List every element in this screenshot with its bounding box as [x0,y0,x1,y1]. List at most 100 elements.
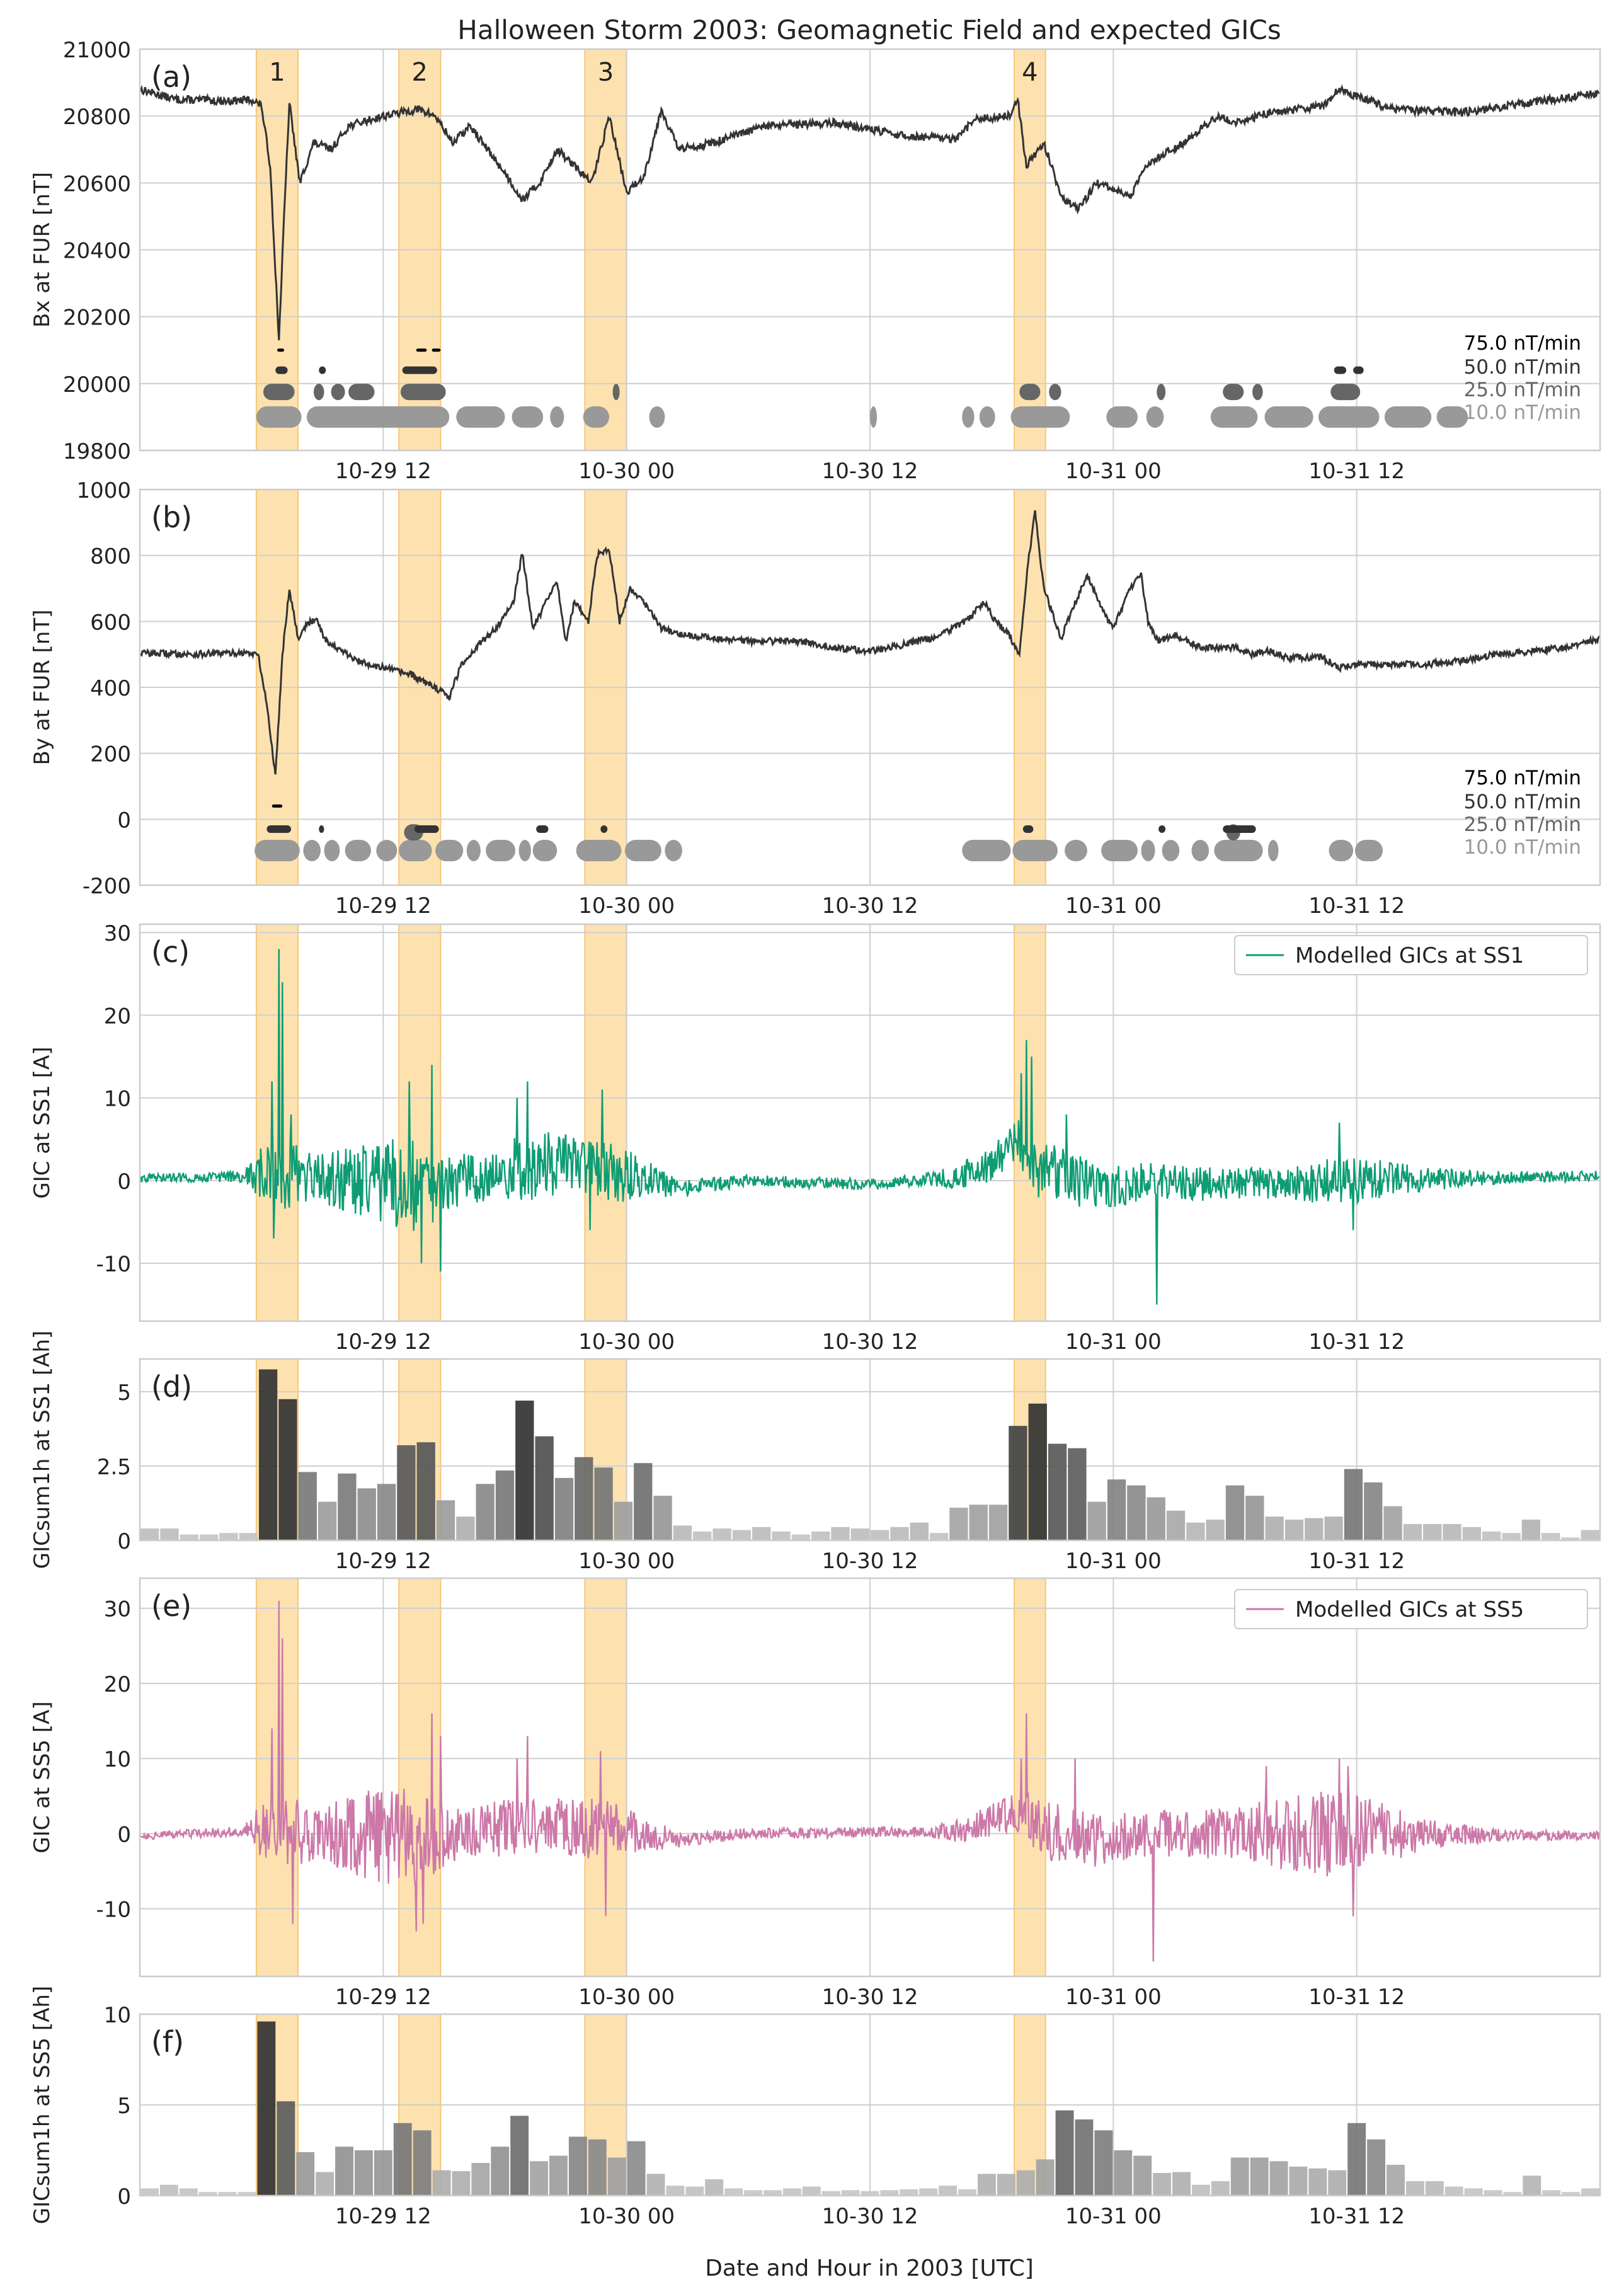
rate-marker-10 [512,406,544,428]
rate-marker-50 [402,366,437,374]
x-tick-label: 10-30 12 [822,1549,918,1574]
rate-marker-10 [486,840,516,862]
bar [782,2188,801,2196]
x-tick-label: 10-29 12 [335,459,432,484]
bar [900,2189,918,2196]
bar [338,1473,357,1540]
bar [159,2184,178,2196]
bar [432,2170,451,2196]
grid-c [140,924,1600,1321]
rate-marker-10 [324,840,340,862]
bar [471,2163,490,2196]
y-tick-label: 20600 [63,171,131,197]
rate-marker-50 [319,825,324,834]
x-tick-label: 10-29 12 [335,1985,432,2010]
plot-area-c [140,949,1600,1305]
bar [712,1528,731,1540]
y-tick-label: 21000 [63,38,131,63]
bar [871,1530,889,1540]
bar [510,2116,529,2196]
y-tick-label: 1000 [76,478,131,503]
y-tick-label: -10 [96,1898,131,1923]
bar [160,1528,179,1540]
bar [1036,2159,1055,2196]
bar [841,2190,860,2196]
y-tick-label: 20800 [63,105,131,130]
bar [1075,2119,1094,2196]
bar [666,2186,685,2196]
bar [752,1527,771,1540]
bar [316,2172,335,2196]
rate-marker-10 [962,840,1011,862]
plot-area-b [140,510,1600,862]
axes-frame-e [139,1577,1601,1978]
y-tick-label: 20 [104,1672,131,1697]
bar [627,2141,646,2196]
bar [939,2186,958,2196]
rate-marker-10 [1329,840,1354,862]
bar [724,2188,743,2196]
bar [1561,1537,1580,1540]
x-tick-label: 10-30 00 [578,893,675,919]
bar [436,1500,455,1540]
y-tick-label: 19800 [63,439,131,464]
bar [277,2101,295,2196]
bar [237,2192,256,2196]
bar [413,2130,432,2196]
bar [357,1488,376,1540]
bar [199,1534,219,1540]
bar [1581,2188,1599,2196]
rate-legend-label: 10.0 nT/min [1464,836,1581,859]
rate-marker-50 [415,825,439,834]
panel-b: -200 0 200 400 600 800 1000 10-29 12 10-30 00 10-… [30,478,1601,919]
bar [1503,2192,1522,2196]
y-tick-label: 5 [117,2094,131,2119]
panel-tag-b: (b) [151,500,192,534]
rate-marker-50 [1158,825,1166,834]
highlight-window-3 [584,924,627,1322]
rate-marker-50 [600,825,608,834]
bar [1364,1482,1383,1540]
bar [530,2161,549,2196]
bar [949,1508,968,1540]
bar [850,1528,869,1540]
rate-marker-10 [518,840,531,862]
bar [1230,2157,1249,2196]
series-line-Bx [140,84,1600,341]
rate-marker-25 [313,384,324,401]
y-tick-label: 30 [104,1597,131,1622]
rate-marker-10 [624,840,661,862]
rate-marker-10 [1162,840,1180,862]
window-label-2: 2 [412,58,428,87]
legend-e: Modelled GICs at SS5 [1234,1589,1588,1629]
bar [1153,2173,1172,2196]
bar [1403,1524,1422,1540]
x-tick-label: 10-31 12 [1308,1985,1405,2010]
x-tick-label: 10-30 12 [822,893,918,919]
rate-marker-10 [962,406,975,428]
rate-marker-50 [1022,825,1034,834]
bar [1324,1516,1343,1540]
bar [298,1472,317,1540]
bar [890,1527,909,1540]
bar [744,2190,763,2196]
bar [1147,1497,1165,1540]
rate-marker-10 [583,406,610,428]
bar [278,1399,297,1540]
bar [317,1501,337,1540]
x-tick-label: 10-30 00 [578,2204,675,2229]
bar [1423,1524,1442,1540]
bar [958,2189,976,2196]
bar [705,2179,724,2196]
panel-tag-d: (d) [151,1370,192,1404]
rate-marker-25 [1252,384,1263,401]
rate-marker-10 [1436,406,1468,428]
bar [910,1522,929,1540]
panels: 1980020000202002040020600208002100010-29… [30,38,1601,2229]
y-tick-label: 20400 [63,239,131,264]
bar [772,1531,791,1540]
bar [179,2188,198,2196]
bar [1094,2130,1113,2196]
rate-marker-10 [1384,406,1432,428]
